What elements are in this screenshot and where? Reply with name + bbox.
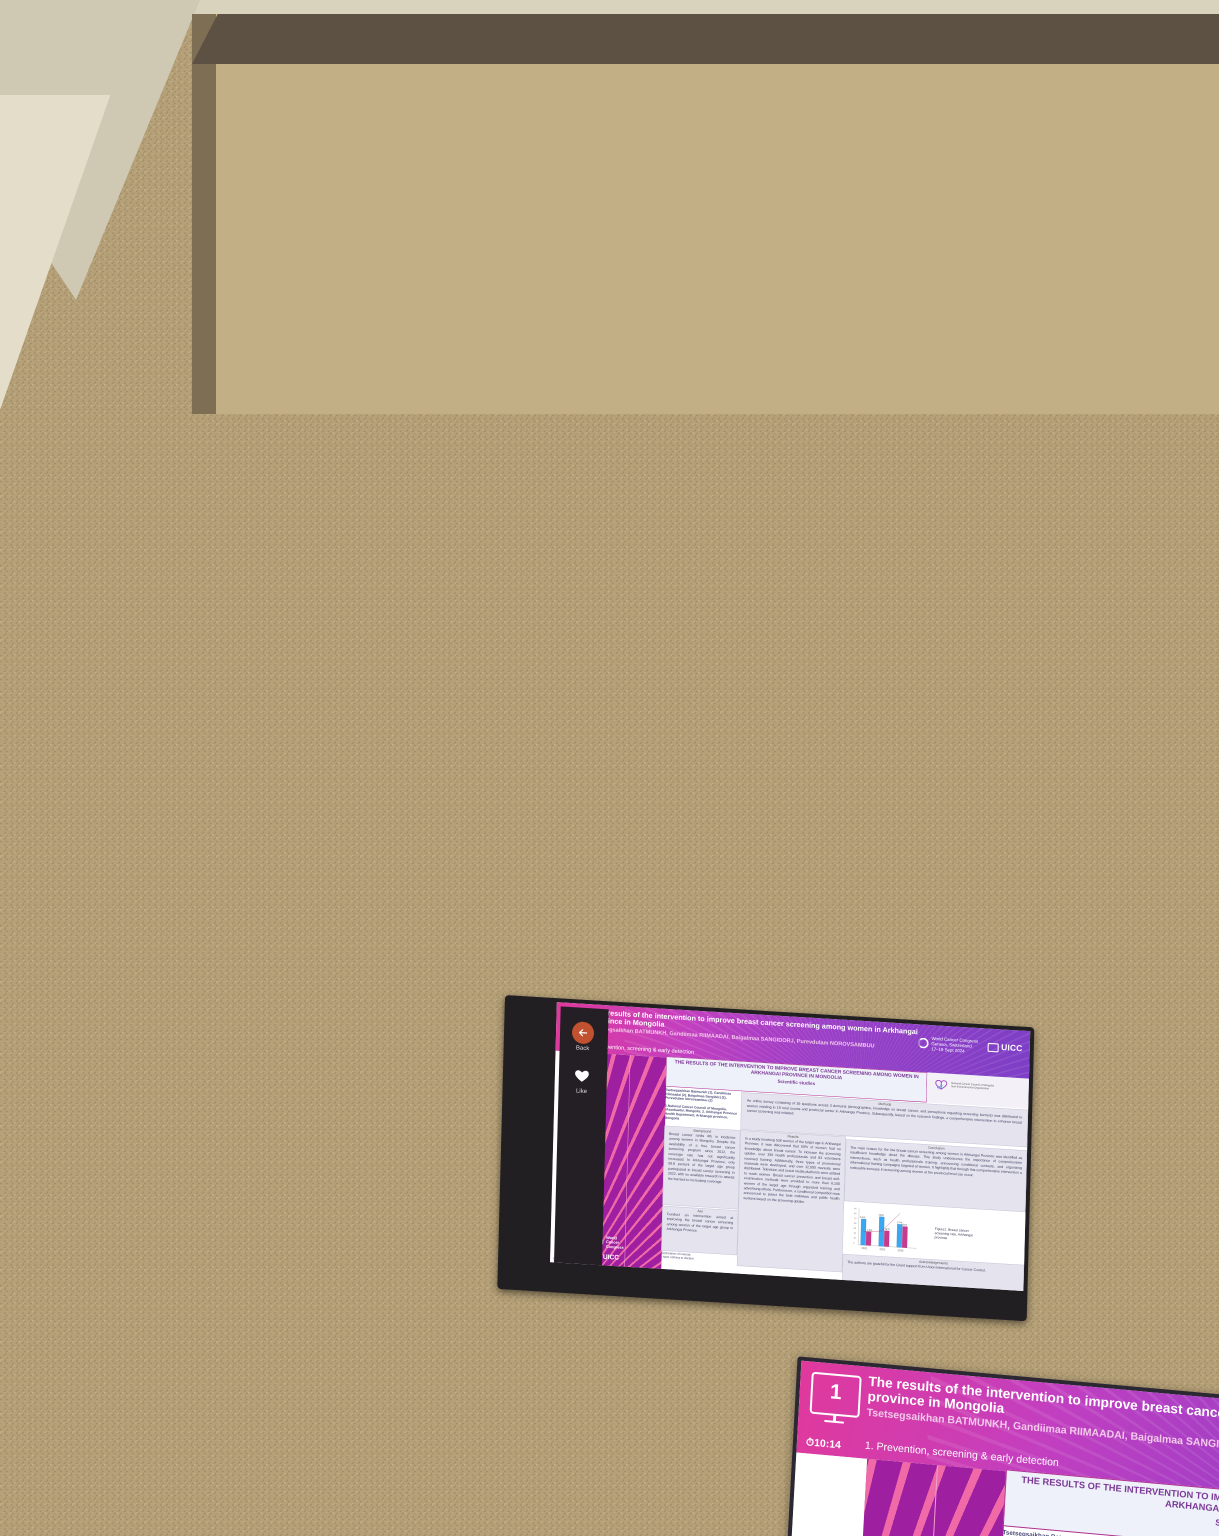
svg-text:70: 70 xyxy=(854,1218,857,1220)
svg-text:0: 0 xyxy=(853,1242,855,1244)
svg-text:50: 50 xyxy=(854,1228,857,1230)
svg-text:2400: 2400 xyxy=(860,1216,866,1219)
svg-text:30: 30 xyxy=(853,1238,856,1240)
svg-text:1670: 1670 xyxy=(884,1228,890,1231)
svg-text:2600: 2600 xyxy=(902,1223,908,1226)
svg-text:2023: 2023 xyxy=(898,1248,904,1252)
svg-text:2021: 2021 xyxy=(861,1246,867,1250)
svg-text:40: 40 xyxy=(854,1208,857,1210)
svg-text:80: 80 xyxy=(854,1213,857,1215)
svg-text:1400: 1400 xyxy=(867,1229,873,1232)
svg-text:2022: 2022 xyxy=(880,1247,886,1251)
svg-text:40: 40 xyxy=(854,1233,857,1235)
svg-text:60: 60 xyxy=(854,1223,857,1225)
svg-text:2900: 2900 xyxy=(878,1214,884,1217)
